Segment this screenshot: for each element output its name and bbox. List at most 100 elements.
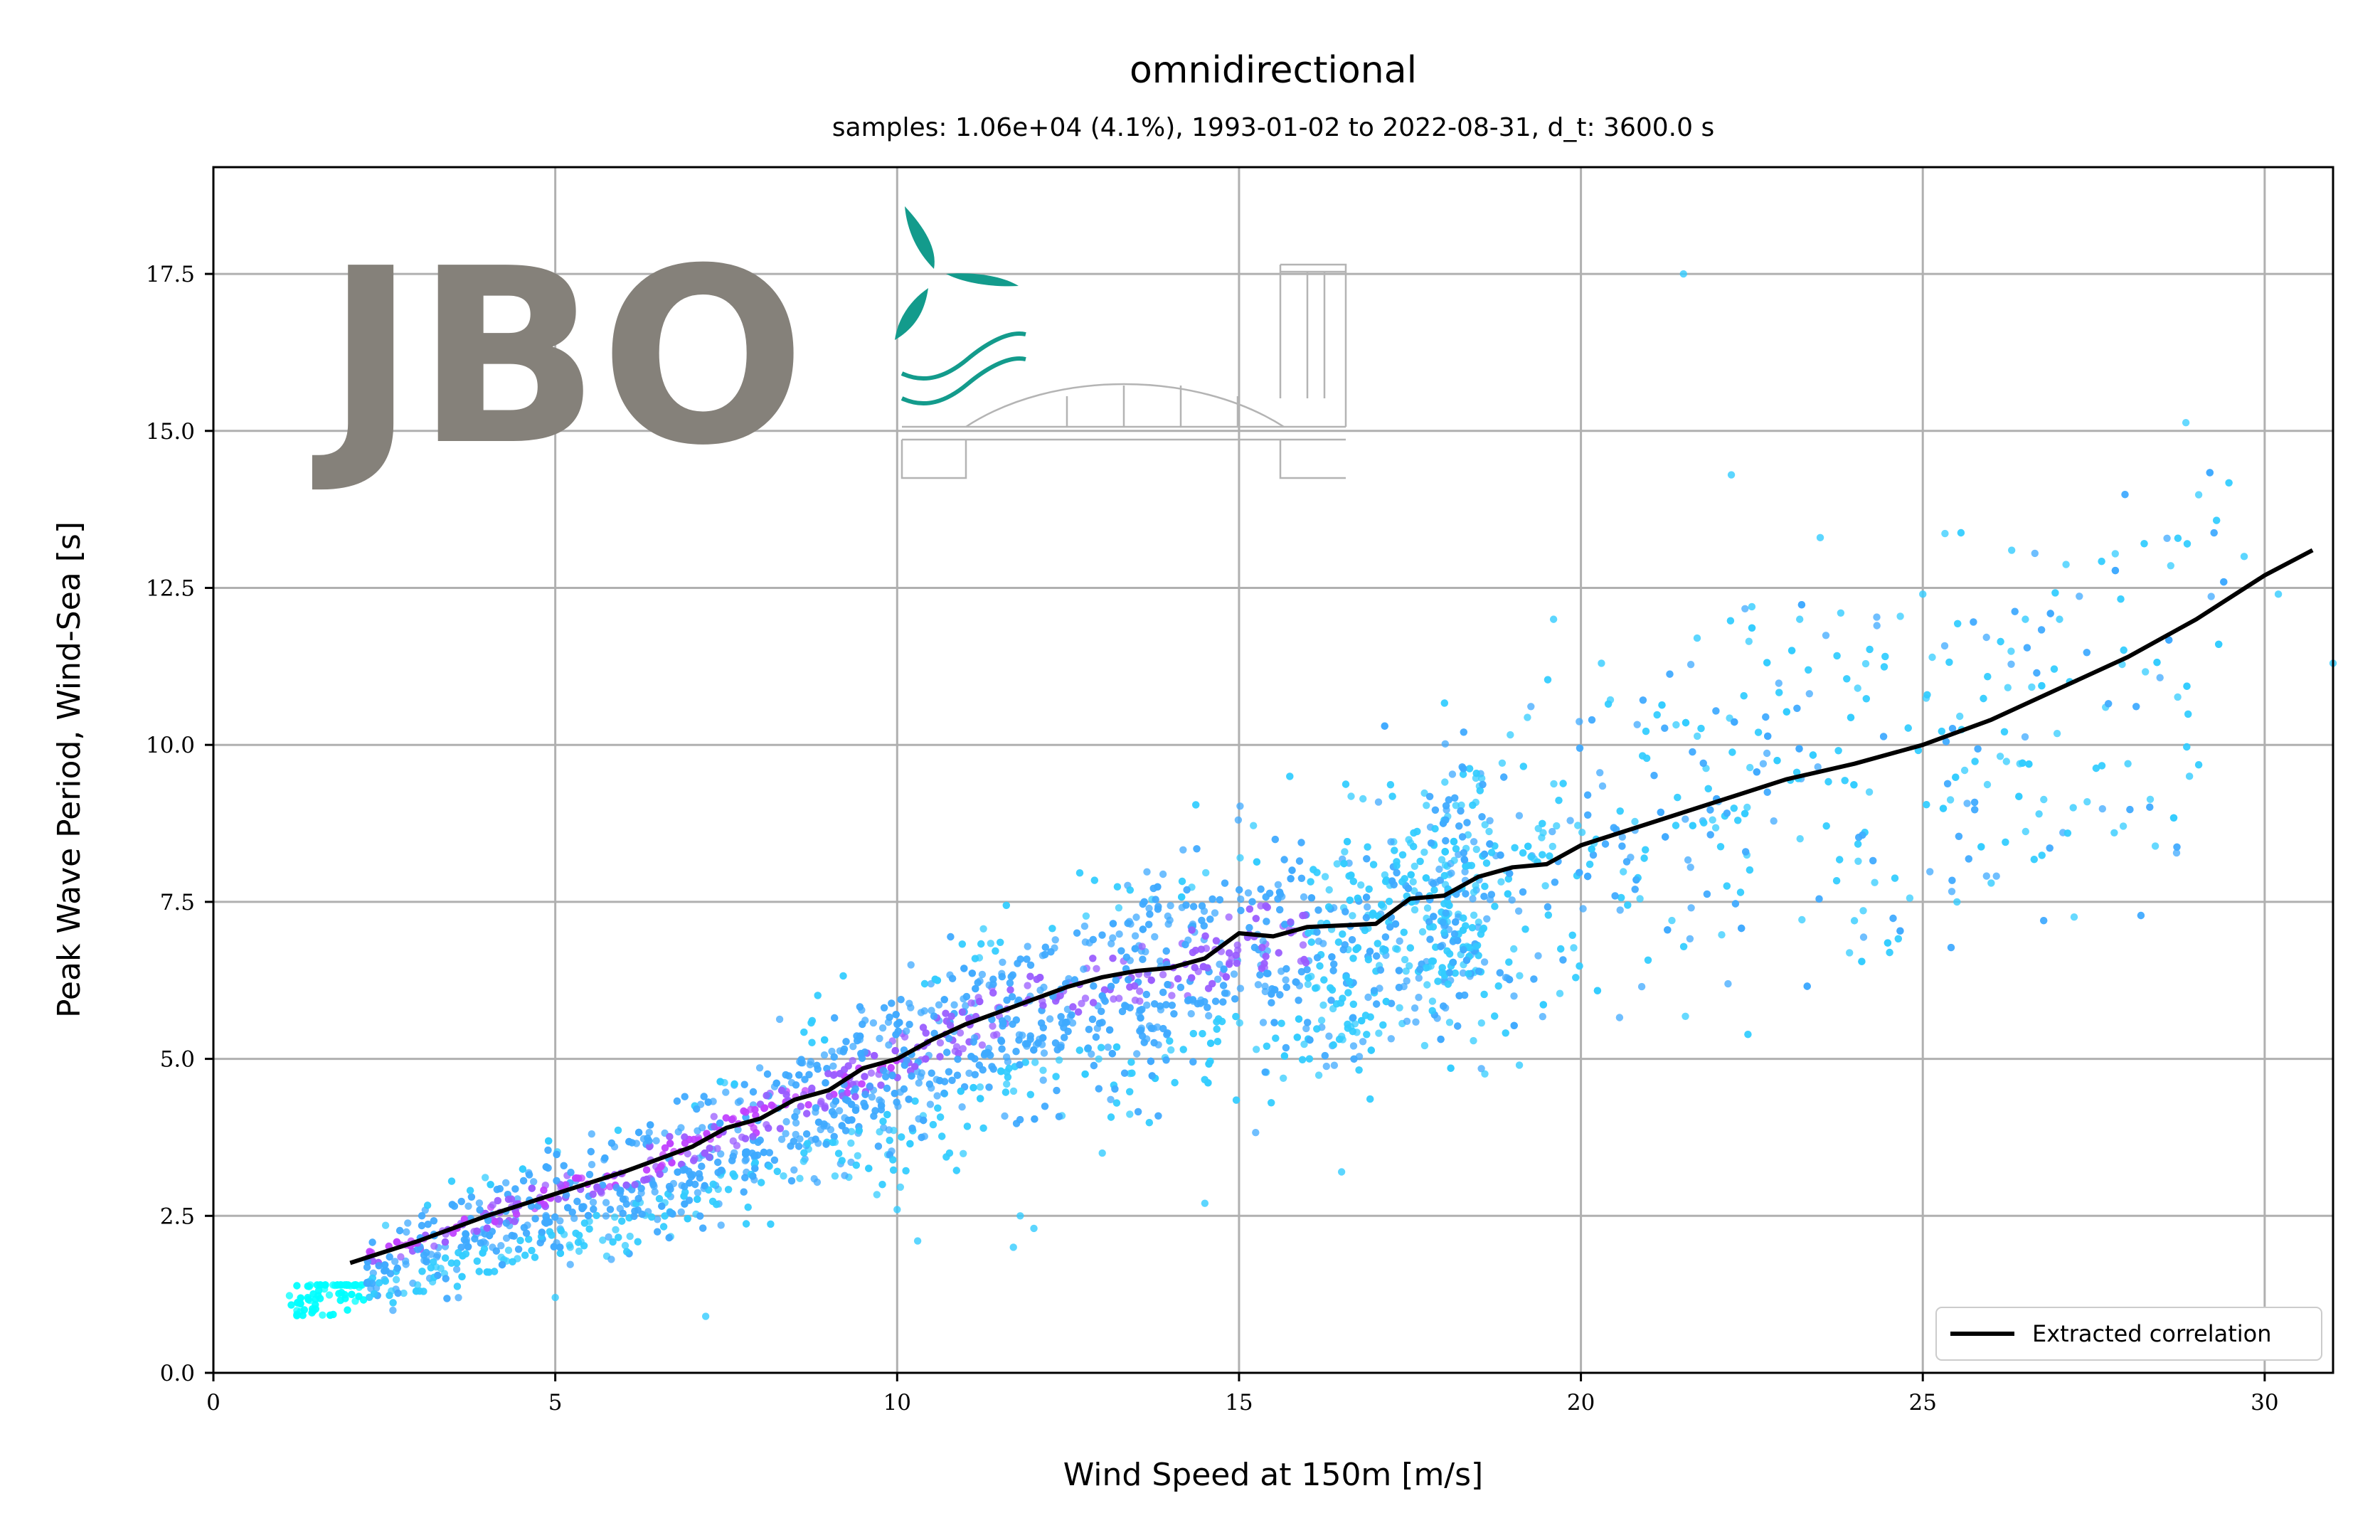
scatter-point xyxy=(717,1167,725,1174)
scatter-point xyxy=(1002,1053,1011,1061)
scatter-point xyxy=(1923,691,1931,699)
scatter-point xyxy=(1026,972,1034,980)
scatter-point xyxy=(368,1238,376,1246)
scatter-point xyxy=(1221,879,1229,887)
scatter-point xyxy=(1661,724,1669,732)
scatter-point xyxy=(1795,745,1803,753)
scatter-point xyxy=(375,1262,383,1270)
scatter-point xyxy=(1154,883,1162,891)
chart-title: omnidirectional xyxy=(1130,49,1417,92)
scatter-point xyxy=(1459,969,1467,977)
scatter-point xyxy=(447,1177,456,1185)
scatter-point xyxy=(2240,553,2248,561)
scatter-point xyxy=(1396,937,1403,945)
scatter-point xyxy=(1187,1010,1195,1018)
scatter-point xyxy=(1633,721,1641,728)
scatter-point xyxy=(2069,804,2077,812)
scatter-point xyxy=(1684,856,1692,864)
scatter-point xyxy=(1191,946,1200,955)
scatter-point xyxy=(1136,1007,1144,1014)
scatter-point xyxy=(1300,955,1308,964)
scatter-point xyxy=(1261,987,1270,996)
scatter-point xyxy=(601,1154,609,1162)
scatter-point xyxy=(1559,780,1567,787)
scatter-point xyxy=(1787,647,1796,654)
scatter-point xyxy=(820,1051,829,1059)
scatter-point xyxy=(475,1199,484,1207)
scatter-point xyxy=(1304,980,1312,989)
scatter-point xyxy=(1330,1061,1339,1069)
scatter-point xyxy=(2050,665,2058,673)
scatter-point xyxy=(817,1125,824,1134)
scatter-point xyxy=(1549,615,1558,623)
scatter-point xyxy=(1805,690,1813,698)
scatter-point xyxy=(920,1007,928,1015)
scatter-point xyxy=(477,1239,484,1247)
scatter-point xyxy=(1505,976,1514,984)
scatter-point xyxy=(666,1140,674,1147)
scatter-point xyxy=(1965,855,1972,863)
scatter-point xyxy=(2165,636,2173,644)
scatter-point xyxy=(749,1088,758,1096)
scatter-point xyxy=(1321,1051,1329,1060)
scatter-point xyxy=(1461,868,1469,876)
scatter-point xyxy=(528,1184,536,1192)
scatter-point xyxy=(1122,953,1131,961)
scatter-point xyxy=(1121,1002,1129,1009)
scatter-point xyxy=(525,1236,533,1243)
scatter-point xyxy=(1024,942,1031,950)
scatter-point xyxy=(871,1051,878,1060)
scatter-point xyxy=(1074,1008,1083,1016)
scatter-point xyxy=(1741,605,1749,612)
y-tick-label-4: 10.0 xyxy=(146,733,195,758)
scatter-point xyxy=(712,1201,721,1209)
scatter-point xyxy=(1320,976,1328,984)
scatter-point xyxy=(1730,804,1738,812)
scatter-point xyxy=(1381,878,1390,886)
scatter-point xyxy=(1112,976,1120,984)
scatter-point xyxy=(1741,809,1749,818)
scatter-point xyxy=(1030,1224,1038,1233)
scatter-point xyxy=(1970,618,1977,626)
scatter-point xyxy=(1431,824,1439,833)
scatter-point xyxy=(2028,683,2036,691)
scatter-point xyxy=(562,1191,570,1199)
scatter-point xyxy=(319,1311,326,1319)
scatter-point xyxy=(497,1242,505,1250)
scatter-point xyxy=(1775,689,1783,696)
scatter-point xyxy=(1126,886,1135,894)
scatter-point xyxy=(1465,970,1472,978)
scatter-point xyxy=(828,1047,836,1056)
scatter-point xyxy=(531,1253,539,1261)
scatter-point xyxy=(1459,770,1467,778)
scatter-point xyxy=(293,1282,301,1290)
scatter-point xyxy=(1992,872,2000,880)
scatter-point xyxy=(342,1281,351,1289)
scatter-point xyxy=(1472,845,1480,854)
scatter-point xyxy=(1980,694,1987,703)
scatter-point xyxy=(825,1093,834,1100)
scatter-point xyxy=(1055,1112,1063,1120)
y-tick-label-2: 5.0 xyxy=(160,1047,195,1073)
scatter-point xyxy=(681,1133,689,1141)
scatter-point xyxy=(585,1171,594,1179)
scatter-point xyxy=(1534,952,1542,960)
scatter-point xyxy=(1325,886,1333,894)
scatter-point xyxy=(403,1228,410,1236)
scatter-point xyxy=(1204,1004,1211,1011)
scatter-point xyxy=(1505,958,1513,966)
scatter-point xyxy=(1679,942,1688,951)
scatter-point xyxy=(1316,962,1324,970)
scatter-point xyxy=(658,1202,666,1210)
scatter-point xyxy=(1341,941,1349,949)
scatter-point xyxy=(1398,851,1407,859)
scatter-point xyxy=(1183,886,1191,894)
scatter-point xyxy=(665,1233,673,1242)
scatter-point xyxy=(1977,843,1985,851)
scatter-point xyxy=(452,1265,461,1273)
scatter-point xyxy=(1983,780,1992,789)
scatter-point xyxy=(1454,937,1462,945)
scatter-point xyxy=(1530,975,1538,983)
scatter-point xyxy=(1388,792,1396,800)
scatter-point xyxy=(945,1068,953,1076)
